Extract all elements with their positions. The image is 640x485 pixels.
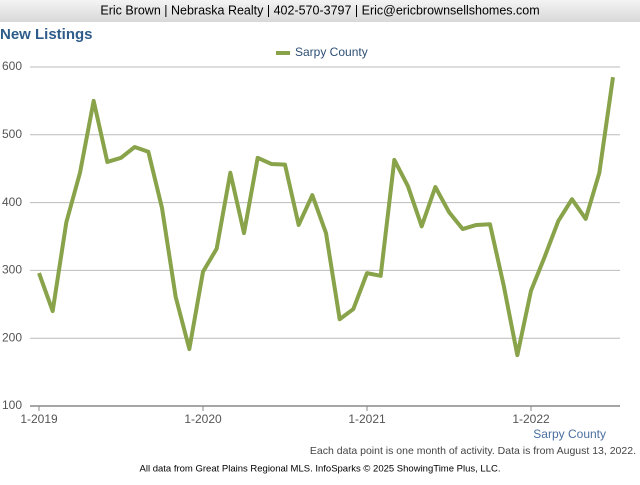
y-tick-label: 400 bbox=[2, 195, 22, 209]
source: All data from Great Plains Regional MLS.… bbox=[140, 464, 501, 475]
x-tick-label: 1-2019 bbox=[20, 412, 58, 426]
line bbox=[37, 76, 615, 358]
y-tick-label: 600 bbox=[2, 59, 22, 73]
y-tick-label: 300 bbox=[2, 263, 22, 277]
x-tick-label: 1-2020 bbox=[184, 412, 222, 426]
header-bar bbox=[0, 0, 640, 22]
y-tick-label: 200 bbox=[2, 330, 22, 344]
chart-title: New Listings bbox=[0, 26, 93, 43]
x-tick-label: 1-2021 bbox=[348, 412, 386, 426]
header-text: Eric Brown | Nebraska Realty | 402-570-3… bbox=[100, 3, 539, 17]
y-tick-label: 100 bbox=[2, 398, 22, 412]
x-tick-label: 1-2022 bbox=[512, 412, 550, 426]
legend-label: Sarpy County bbox=[295, 45, 368, 59]
note: Each data point is one month of activity… bbox=[310, 445, 636, 457]
y-tick-label: 500 bbox=[2, 127, 22, 141]
area-label: Sarpy County bbox=[533, 427, 606, 441]
